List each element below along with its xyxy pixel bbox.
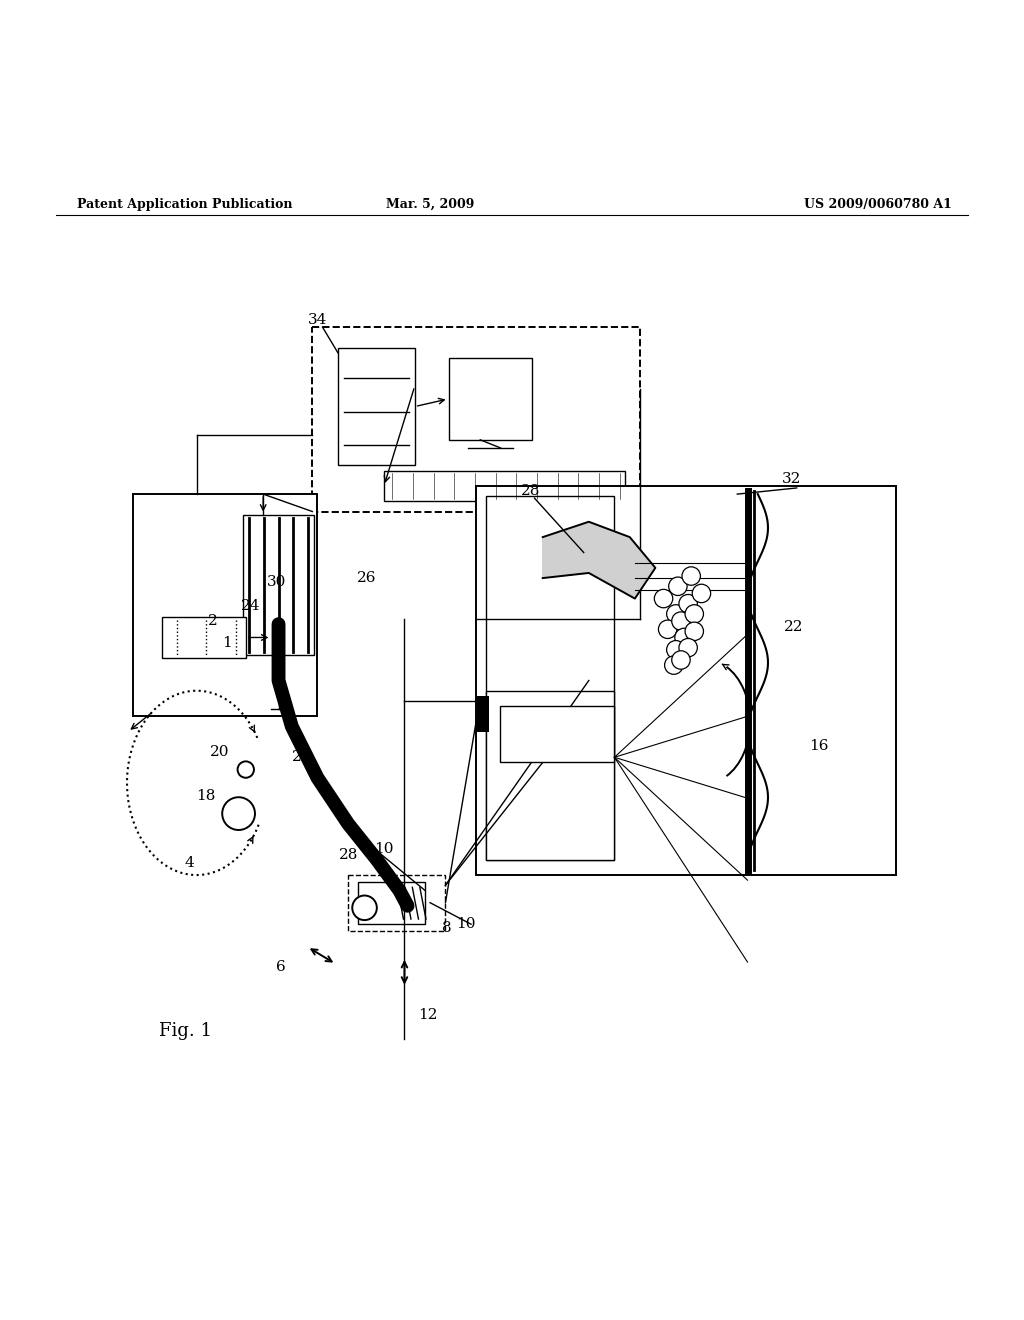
Bar [476,486,896,875]
Bar [312,327,640,512]
Bar [358,882,425,924]
Bar [486,690,614,859]
Text: 22: 22 [783,620,804,634]
Bar [162,616,246,657]
Polygon shape [543,521,655,598]
Circle shape [238,762,254,777]
Bar [348,875,445,932]
Circle shape [685,622,703,640]
Text: US 2009/0060780 A1: US 2009/0060780 A1 [805,198,952,211]
Bar [338,347,415,466]
Text: 8: 8 [441,921,452,936]
Circle shape [667,605,685,623]
Text: 10: 10 [374,842,394,857]
Text: 28: 28 [339,847,357,862]
Circle shape [667,640,685,659]
Text: 1: 1 [222,636,232,649]
Text: 18: 18 [197,789,215,803]
Text: 10: 10 [456,917,476,931]
Circle shape [352,895,377,920]
Circle shape [669,577,687,595]
Text: 26: 26 [292,750,312,764]
Circle shape [658,620,677,639]
Text: 34: 34 [308,313,327,327]
Text: 24: 24 [241,599,261,612]
Circle shape [679,594,697,612]
Bar [384,470,625,502]
Text: 26: 26 [356,572,377,585]
Text: 30: 30 [267,576,286,589]
Circle shape [679,639,697,657]
Circle shape [692,585,711,603]
Text: Fig. 1: Fig. 1 [159,1022,212,1040]
Text: 6: 6 [275,960,286,974]
Text: 28: 28 [521,484,540,498]
Text: 12: 12 [418,1008,438,1022]
Text: 32: 32 [782,471,801,486]
Circle shape [672,612,690,631]
Bar [500,706,614,763]
Bar [449,358,532,440]
Circle shape [665,656,683,675]
Bar [486,496,614,859]
Bar [243,515,314,655]
Circle shape [222,797,255,830]
Text: Mar. 5, 2009: Mar. 5, 2009 [386,198,474,211]
Circle shape [682,566,700,585]
Text: 4: 4 [184,855,195,870]
Text: 16: 16 [809,739,829,752]
Circle shape [685,605,703,623]
Bar [133,494,317,717]
Text: 20: 20 [210,746,230,759]
Circle shape [675,628,693,647]
Text: Patent Application Publication: Patent Application Publication [77,198,292,211]
Bar [477,696,489,731]
Circle shape [672,651,690,669]
Text: 2: 2 [208,614,218,628]
Circle shape [654,589,673,607]
